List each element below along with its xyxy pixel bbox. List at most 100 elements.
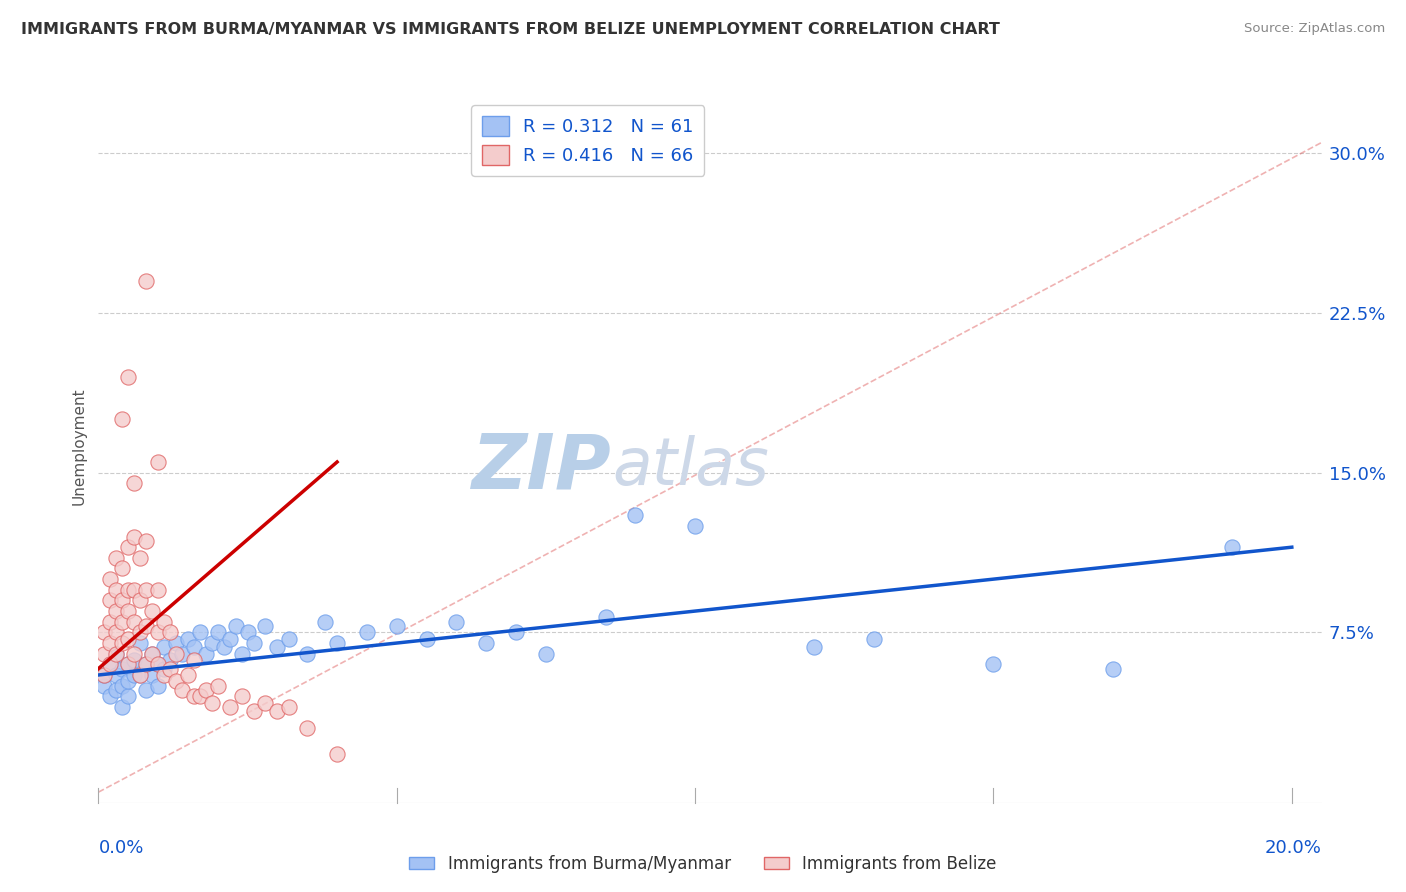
Point <box>105 550 128 565</box>
Point <box>122 653 145 667</box>
Point <box>111 636 134 650</box>
Point <box>266 704 288 718</box>
Point <box>117 604 139 618</box>
Point <box>242 704 264 718</box>
Legend: R = 0.312   N = 61, R = 0.416   N = 66: R = 0.312 N = 61, R = 0.416 N = 66 <box>471 105 704 176</box>
Point <box>278 632 301 646</box>
Point <box>111 412 134 426</box>
Point <box>141 647 163 661</box>
Point <box>111 662 134 676</box>
Point <box>135 533 157 548</box>
Point <box>153 640 176 655</box>
Text: IMMIGRANTS FROM BURMA/MYANMAR VS IMMIGRANTS FROM BELIZE UNEMPLOYMENT CORRELATION: IMMIGRANTS FROM BURMA/MYANMAR VS IMMIGRA… <box>21 22 1000 37</box>
Point <box>326 747 349 761</box>
Point <box>159 653 181 667</box>
Point <box>117 632 139 646</box>
Point <box>93 647 115 661</box>
Point <box>683 519 706 533</box>
Point <box>146 679 169 693</box>
Point <box>98 636 121 650</box>
Point <box>385 619 408 633</box>
Point <box>254 696 277 710</box>
Point <box>122 615 145 629</box>
Point <box>314 615 336 629</box>
Point <box>624 508 647 523</box>
Point <box>207 679 229 693</box>
Point <box>803 640 825 655</box>
Point <box>188 625 211 640</box>
Point <box>111 679 134 693</box>
Point <box>231 690 253 704</box>
Point <box>146 625 169 640</box>
Point <box>146 582 169 597</box>
Point <box>98 615 121 629</box>
Point <box>146 657 169 672</box>
Point <box>117 657 139 672</box>
Point <box>218 700 240 714</box>
Text: ZIP: ZIP <box>472 431 612 504</box>
Point <box>236 625 259 640</box>
Legend: Immigrants from Burma/Myanmar, Immigrants from Belize: Immigrants from Burma/Myanmar, Immigrant… <box>402 848 1004 880</box>
Point <box>297 721 319 735</box>
Point <box>218 632 240 646</box>
Point <box>135 274 157 288</box>
Point <box>129 593 152 607</box>
Point <box>505 625 527 640</box>
Point <box>183 653 205 667</box>
Point <box>242 636 264 650</box>
Point <box>122 582 145 597</box>
Point <box>98 657 121 672</box>
Point <box>135 682 157 697</box>
Point <box>153 615 176 629</box>
Point <box>1101 662 1123 676</box>
Point <box>111 561 134 575</box>
Point <box>117 657 139 672</box>
Point <box>534 647 557 661</box>
Point <box>1220 540 1243 554</box>
Point <box>122 476 145 491</box>
Point <box>135 657 157 672</box>
Point <box>129 625 152 640</box>
Point <box>415 632 437 646</box>
Point <box>117 582 139 597</box>
Point <box>153 668 176 682</box>
Point <box>129 636 152 650</box>
Point <box>141 604 163 618</box>
Point <box>141 647 163 661</box>
Point <box>117 369 139 384</box>
Point <box>183 690 205 704</box>
Point <box>177 632 200 646</box>
Point <box>165 674 187 689</box>
Point <box>105 682 128 697</box>
Point <box>983 657 1005 672</box>
Point <box>122 668 145 682</box>
Point <box>111 700 134 714</box>
Point <box>446 615 468 629</box>
Text: 20.0%: 20.0% <box>1265 838 1322 856</box>
Point <box>146 657 169 672</box>
Point <box>93 625 115 640</box>
Point <box>105 625 128 640</box>
Point <box>117 540 139 554</box>
Point <box>266 640 288 655</box>
Point <box>159 625 181 640</box>
Point <box>135 657 157 672</box>
Point <box>177 668 200 682</box>
Point <box>165 636 187 650</box>
Point <box>98 690 121 704</box>
Point <box>111 615 134 629</box>
Y-axis label: Unemployment: Unemployment <box>72 387 87 505</box>
Point <box>129 550 152 565</box>
Point <box>165 647 187 661</box>
Point <box>98 657 121 672</box>
Point <box>297 647 319 661</box>
Point <box>194 682 217 697</box>
Point <box>356 625 378 640</box>
Point <box>105 604 128 618</box>
Point <box>159 662 181 676</box>
Point <box>170 682 193 697</box>
Point <box>475 636 498 650</box>
Point <box>135 619 157 633</box>
Point <box>117 690 139 704</box>
Text: atlas: atlas <box>612 435 769 500</box>
